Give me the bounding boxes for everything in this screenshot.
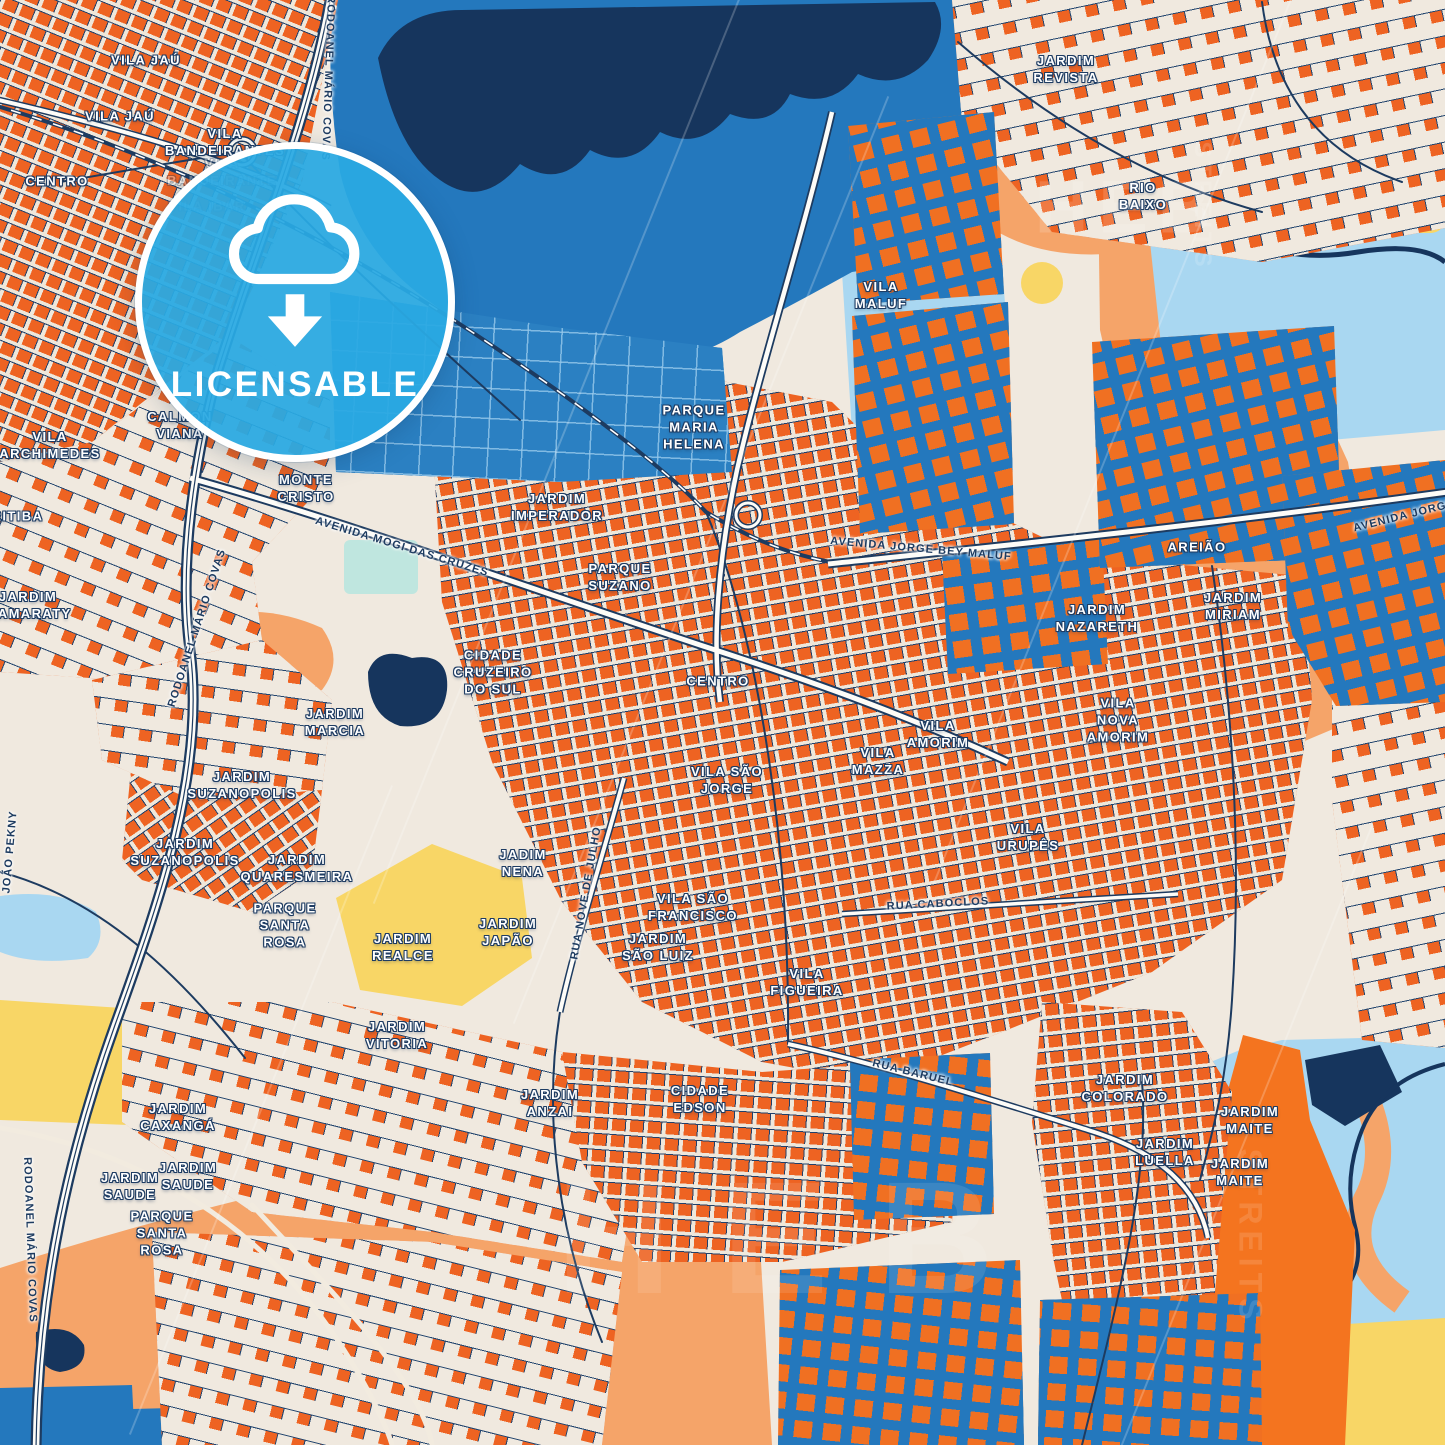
licensable-badge[interactable]: LICENSABLE [135,142,455,462]
badge-label: LICENSABLE [170,365,420,404]
cloud-download-icon [228,194,360,347]
